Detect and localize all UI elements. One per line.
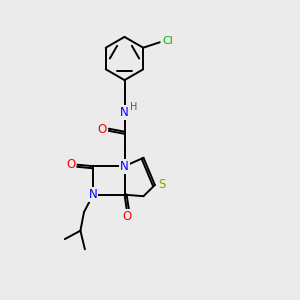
- Text: N: N: [88, 188, 98, 201]
- Text: O: O: [98, 123, 107, 136]
- Text: H: H: [130, 102, 137, 112]
- Text: N: N: [120, 160, 129, 173]
- Text: O: O: [66, 158, 75, 171]
- Text: Cl: Cl: [163, 36, 173, 46]
- Text: S: S: [159, 178, 166, 191]
- Text: N: N: [120, 106, 129, 119]
- Text: O: O: [122, 210, 131, 224]
